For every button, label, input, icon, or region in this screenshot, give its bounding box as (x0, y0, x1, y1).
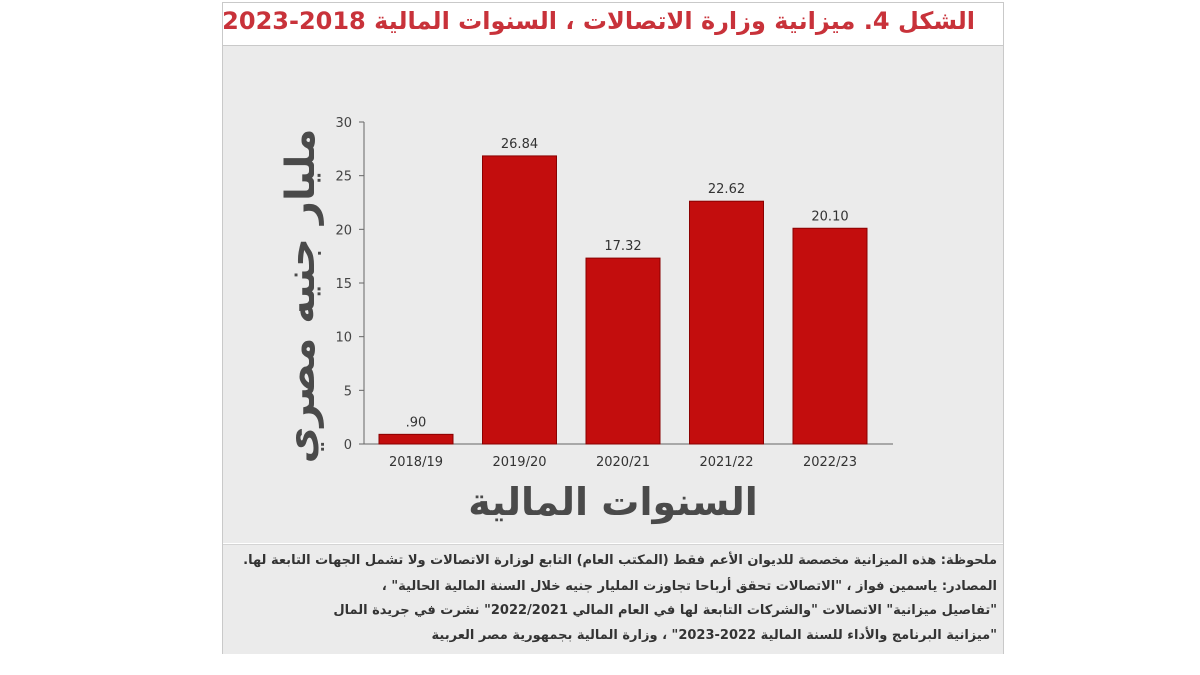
data-label: 20.10 (811, 209, 848, 224)
y-axis: 0 5 10 15 20 25 30 (335, 116, 365, 453)
y-tick-label: 25 (335, 170, 352, 185)
figure-frame: الشكل 4. ميزانية وزارة الاتصالات ، السنو… (222, 2, 1004, 654)
y-tick-label: 15 (335, 277, 352, 292)
note-line: ملحوظة: هذه الميزانية مخصصة للديوان الأع… (243, 553, 997, 568)
data-label: .90 (406, 415, 427, 430)
y-tick-label: 30 (335, 116, 352, 131)
bar (378, 433, 454, 445)
x-tick-label: 2020/21 (596, 455, 650, 470)
x-tick-label: 2022/23 (803, 455, 857, 470)
title-bar: الشكل 4. ميزانية وزارة الاتصالات ، السنو… (222, 3, 1003, 46)
chart-panel: 0 5 10 15 20 25 30 2018/19 2019/20 2020/21 2021/2… (223, 46, 1003, 543)
y-tick-label: 5 (344, 384, 352, 399)
y-axis-title: مليار جنيه مصري (278, 128, 324, 464)
x-tick-label: 2019/20 (492, 455, 546, 470)
bar (689, 200, 764, 445)
source-line: "تفاصيل ميزانية" الاتصالات "والشركات الت… (333, 603, 997, 618)
bars (378, 155, 868, 445)
y-tick-label: 20 (335, 223, 352, 238)
notes-section: ملحوظة: هذه الميزانية مخصصة للديوان الأع… (223, 544, 1003, 654)
x-tick-label: 2021/22 (699, 455, 753, 470)
source-line: المصادر: ياسمين فواز ، "الاتصالات تحقق أ… (381, 579, 997, 594)
data-label: 22.62 (708, 182, 745, 197)
bar (792, 227, 868, 445)
y-tick-label: 0 (344, 438, 352, 453)
x-axis-title: السنوات المالية (468, 480, 758, 524)
data-label: 17.32 (604, 239, 641, 254)
y-tick-label: 10 (335, 331, 352, 346)
x-axis: 2018/19 2019/20 2020/21 2021/22 2022/23 (364, 443, 893, 470)
value-labels: .90 26.84 17.32 22.62 20.10 (406, 137, 849, 430)
bar (585, 257, 661, 445)
source-line: "ميزانية البرنامج والأداء للسنة المالية … (431, 628, 997, 643)
data-label: 26.84 (501, 137, 538, 152)
bar-chart: 0 5 10 15 20 25 30 2018/19 2019/20 2020/21 2021/2… (335, 116, 893, 470)
bar (482, 155, 557, 445)
x-tick-label: 2018/19 (389, 455, 443, 470)
chart-title: الشكل 4. ميزانية وزارة الاتصالات ، السنو… (222, 7, 975, 35)
